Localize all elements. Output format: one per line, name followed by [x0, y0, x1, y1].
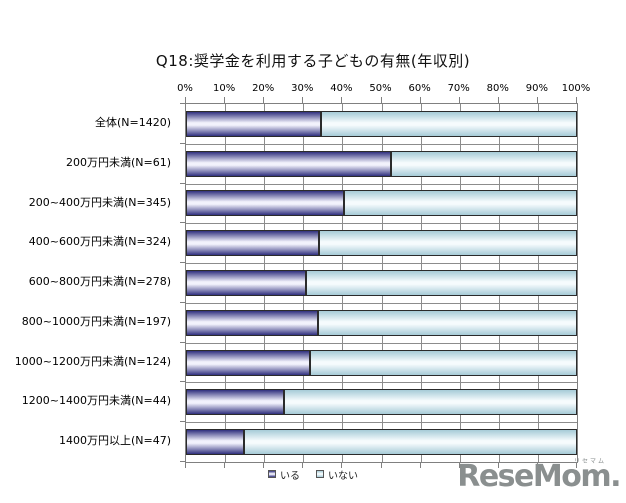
- x-axis-tick-label: 10%: [212, 83, 236, 94]
- category-label: 全体(N=1420): [94, 116, 171, 129]
- x-axis-tick-mark-top: [341, 97, 343, 103]
- x-axis-tick-label: 90%: [525, 83, 548, 94]
- x-axis-tick-mark-top: [263, 97, 265, 103]
- legend-swatch-icon: [316, 470, 324, 478]
- bar-segment-yes: [186, 389, 285, 416]
- legend-swatch-icon: [268, 470, 276, 478]
- x-axis-tick-label: 70%: [447, 83, 470, 94]
- logo-ruby-text: リセマム: [573, 458, 606, 465]
- gridline-horizontal: [186, 342, 577, 344]
- category-label: 400~600万円未満(N=324): [28, 235, 171, 249]
- bar-segment-no: [391, 150, 577, 177]
- gridline-horizontal: [186, 382, 577, 384]
- y-axis-tick-mark: [180, 142, 185, 144]
- category-label: 1400万円以上(N=47): [58, 434, 171, 448]
- category-label: 200万円未満(N=61): [65, 155, 171, 169]
- bar-segment-yes: [186, 150, 392, 177]
- bar-segment-yes: [186, 270, 307, 296]
- gridline-horizontal: [186, 183, 577, 185]
- bar-segment-yes: [186, 309, 319, 336]
- x-axis-tick-mark-bottom: [341, 462, 343, 468]
- x-axis-tick-mark-bottom: [263, 462, 265, 468]
- bar-segment-no: [310, 349, 577, 376]
- x-axis-tick-mark-bottom: [536, 462, 538, 468]
- x-axis-tick-mark-bottom: [224, 462, 226, 468]
- x-axis-tick-label: 30%: [291, 83, 314, 94]
- x-axis-tick-mark-bottom: [497, 462, 499, 468]
- chart-title: Q18:奨学金を利用する子どもの有無(年収別): [155, 52, 471, 70]
- x-axis-tick-mark-bottom: [380, 462, 382, 468]
- x-axis-tick-mark-top: [224, 97, 226, 103]
- legend-label: いない: [328, 470, 358, 482]
- bar-segment-yes: [186, 349, 311, 376]
- bar-segment-no: [318, 230, 577, 257]
- y-axis-tick-mark: [180, 222, 185, 224]
- category-label: 600~800万円未満(N=278): [28, 275, 171, 289]
- y-axis-tick-mark: [180, 461, 185, 462]
- x-axis-tick-mark-bottom: [302, 462, 304, 468]
- y-axis-tick-mark: [180, 103, 185, 104]
- gridline-horizontal: [186, 263, 577, 265]
- bar-segment-yes: [186, 429, 245, 456]
- x-axis-tick-mark-top: [302, 97, 304, 103]
- y-axis-tick-mark: [180, 421, 185, 423]
- x-axis-tick-mark-bottom: [576, 462, 577, 468]
- category-label: 200~400万円未満(N=345): [28, 195, 171, 209]
- category-label: 1000~1200万円未満(N=124): [14, 354, 171, 368]
- bar-segment-yes: [186, 110, 322, 137]
- y-axis-tick-mark: [180, 381, 185, 383]
- legend-label: いる: [280, 470, 300, 482]
- x-axis-tick-mark-top: [419, 97, 421, 103]
- x-axis-tick-label: 0%: [177, 83, 193, 94]
- x-axis-tick-mark-top: [576, 97, 577, 103]
- x-axis-tick-label: 60%: [408, 83, 431, 94]
- category-label: 1200~1400万円未満(N=44): [21, 394, 171, 408]
- logo-text: ReseMom.: [457, 459, 621, 494]
- x-axis-tick-mark-top: [380, 97, 382, 103]
- y-axis-tick-mark: [180, 341, 185, 343]
- bar-segment-no: [244, 429, 577, 456]
- bar-segment-no: [318, 309, 577, 336]
- legend-item: いる: [268, 467, 300, 482]
- bar-segment-yes: [186, 190, 344, 217]
- x-axis-tick-label: 20%: [252, 83, 275, 94]
- x-axis-tick-mark-top: [497, 97, 499, 103]
- x-axis-tick-mark-top: [458, 97, 460, 103]
- x-axis-tick-mark-top: [536, 97, 538, 103]
- bar-segment-yes: [186, 230, 319, 257]
- resemom-watermark: リセマム ReseMom.: [457, 457, 621, 497]
- x-axis-tick-mark-bottom: [185, 462, 186, 468]
- gridline-horizontal: [186, 302, 577, 304]
- x-axis-tick-label: 50%: [369, 83, 392, 94]
- x-axis-tick-label: 40%: [330, 83, 353, 94]
- gridline-horizontal: [186, 422, 577, 424]
- gridline-horizontal: [186, 223, 577, 225]
- x-axis-tick-label: 100%: [561, 83, 591, 94]
- x-axis-tick-mark-bottom: [458, 462, 460, 468]
- bar-segment-no: [343, 190, 577, 217]
- gridline-horizontal: [186, 143, 577, 145]
- x-axis-tick-label: 80%: [486, 83, 509, 94]
- y-axis-tick-mark: [180, 262, 185, 264]
- legend-item: いない: [316, 467, 358, 482]
- legend: いる いない: [0, 467, 626, 482]
- bar-segment-no: [321, 110, 577, 137]
- category-label: 800~1000万円未満(N=197): [21, 314, 171, 328]
- x-axis-tick-mark-top: [185, 97, 186, 103]
- bar-segment-no: [284, 389, 577, 416]
- bar-segment-no: [306, 270, 577, 296]
- plot-area: [185, 103, 578, 463]
- y-axis-tick-mark: [180, 301, 185, 303]
- y-axis-tick-mark: [180, 182, 185, 184]
- x-axis-tick-mark-bottom: [419, 462, 421, 468]
